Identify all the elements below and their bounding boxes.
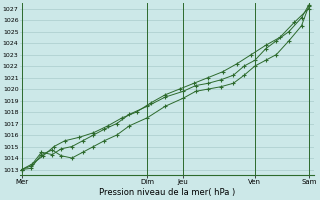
X-axis label: Pression niveau de la mer( hPa ): Pression niveau de la mer( hPa ) (99, 188, 235, 197)
